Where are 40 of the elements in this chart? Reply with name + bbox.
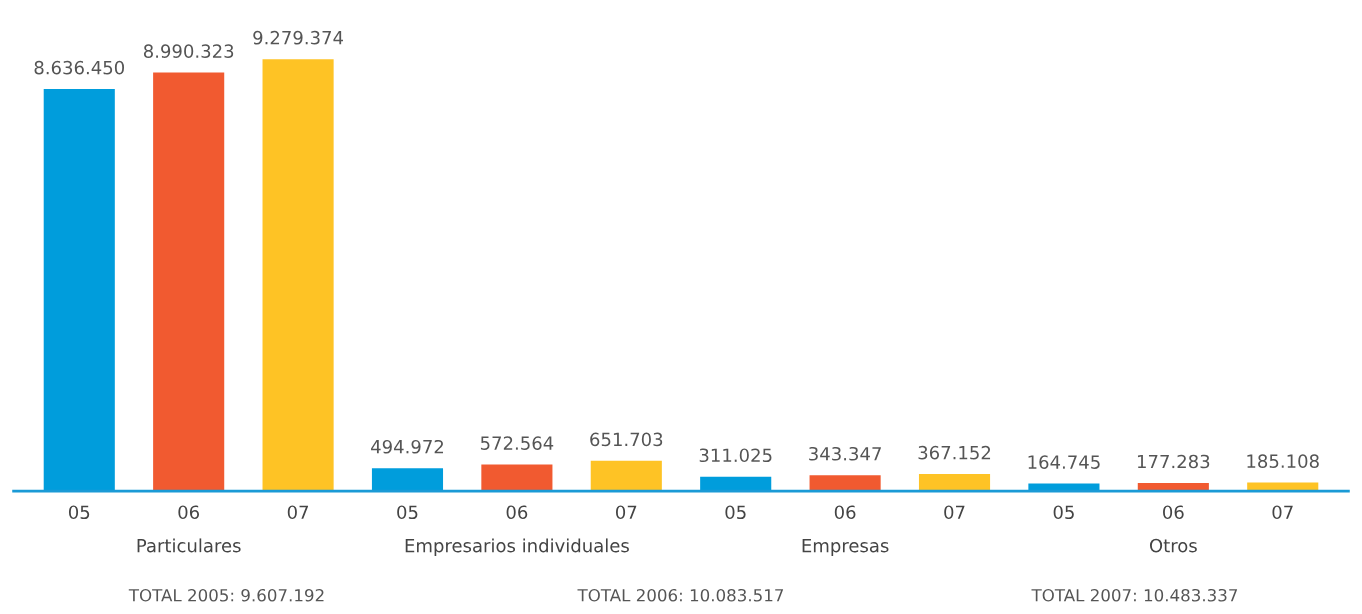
data-label: 164.745: [1028, 455, 1100, 469]
text: Empresarios individuales: [405, 538, 629, 556]
x-tick-label: 07: [1272, 505, 1293, 520]
data-label: 367.152: [918, 445, 991, 460]
x-tick-label: 06: [506, 505, 528, 520]
bar: [918, 474, 991, 492]
bar: [43, 89, 115, 492]
x-tick-label: 07: [944, 505, 965, 520]
bar: [262, 59, 334, 492]
data-label: 311.025: [699, 448, 772, 463]
x-tick-label: 07: [287, 505, 309, 520]
data-label: 177.283: [1137, 454, 1210, 469]
data-label: 572.564: [480, 436, 554, 450]
bar: [590, 460, 662, 492]
text: Empresas: [802, 538, 889, 556]
text: Particulares: [137, 538, 241, 553]
x-tick-label: 06: [1163, 505, 1184, 520]
data-label: 651.703: [590, 432, 663, 447]
bar: [700, 476, 772, 492]
text: TOTAL 2005: 9.607.192: [128, 588, 324, 602]
text: Otros: [1149, 538, 1197, 553]
text: TOTAL 2007: 10.483.337: [1031, 588, 1238, 602]
x-tick-label: 06: [178, 505, 200, 520]
x-tick-label: 06: [834, 505, 856, 520]
data-label: 494.972: [371, 439, 444, 454]
x-tick-label: 05: [725, 505, 746, 520]
x-tick-label: 07: [616, 505, 637, 520]
data-label: 9.279.374: [253, 30, 344, 45]
bar: [481, 464, 553, 492]
data-label: 185.108: [1247, 454, 1319, 468]
text: TOTAL 2006: 10.083.517: [577, 588, 784, 602]
bar: [153, 72, 225, 492]
data-label: 8.990.323: [143, 44, 234, 58]
x-tick-label: 05: [397, 505, 418, 520]
data-label: 343.347: [809, 446, 881, 461]
data-label: 8.636.450: [34, 60, 125, 75]
x-tick-label: 05: [1053, 505, 1074, 520]
bar: [371, 468, 444, 492]
x-tick-label: 05: [68, 505, 90, 520]
bar: [809, 475, 881, 492]
